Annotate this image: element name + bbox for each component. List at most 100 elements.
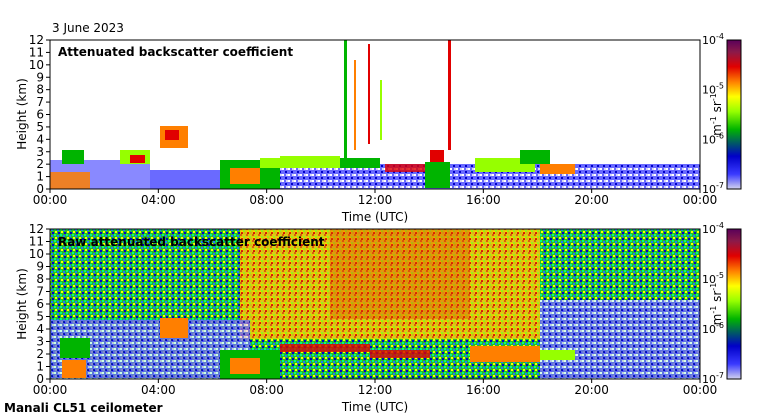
unit-second-exp: -1 [709,93,718,101]
x-tick-label: 12:00 [358,193,393,207]
y-tick-label: 0 [36,182,44,196]
unit-second: sr [710,101,724,116]
heatmap-cell [150,170,220,189]
y-tick-label: 9 [36,260,44,274]
colorbar-tick-exponent: -4 [716,32,724,41]
colorbar-tick-label: 10-7 [702,371,724,386]
y-tick-label: 2 [36,347,44,361]
unit-second-exp: -1 [709,283,718,291]
unit-second: sr [710,291,724,306]
rain-streak [448,40,451,150]
colorbar-tick-exponent: -7 [716,181,724,190]
heatmap-cell [520,150,550,164]
heatmap-cell [540,164,575,174]
unit-main: m [710,124,724,136]
heatmap-layer [50,229,700,379]
colorbar-tick-label: 10-4 [702,32,724,47]
date-label: 3 June 2023 [52,21,124,35]
y-axis-label: Height (km) [15,78,29,149]
heatmap-cell [260,158,280,168]
rain-streak [344,40,347,160]
heatmap-cell [62,150,84,164]
colorbar-gradient [726,228,742,380]
x-tick-label: 16:00 [466,383,501,397]
heatmap-cell [280,344,370,352]
x-tick-label: 00:00 [33,383,68,397]
heatmap-cell [370,350,430,358]
y-tick-label: 7 [36,95,44,109]
heatmap-cell [340,158,380,168]
y-tick-label: 12 [29,222,44,236]
x-axis-label: Time (UTC) [341,400,408,414]
colorbar-tick-exponent: -6 [716,131,724,140]
heatmap-cell [220,164,700,189]
colorbar-tick-exponent: -5 [716,82,724,91]
heatmap-cell [230,358,260,374]
panel-title: Raw attenuated backscatter coefficient [58,235,325,249]
heatmap-cell [385,164,435,172]
x-tick-label: 00:00 [683,193,718,207]
y-tick-label: 1 [36,360,44,374]
y-axis-label: Height (km) [15,268,29,339]
x-tick-label: 00:00 [683,383,718,397]
y-tick-label: 4 [36,132,44,146]
y-tick-label: 4 [36,322,44,336]
y-tick-label: 8 [36,83,44,97]
heatmap-cell [50,172,90,189]
heatmap-cell [425,162,450,188]
y-tick-label: 2 [36,157,44,171]
x-axis: 00:00 04:00 08:00 12:00 16:00 20:00 00:00 [33,189,718,207]
y-tick-label: 11 [29,235,44,249]
colorbar: 10-710-610-510-4m-1 sr-1 [702,32,742,196]
heatmap-cell [430,150,444,162]
x-tick-label: 00:00 [33,193,68,207]
y-tick-label: 6 [36,108,44,122]
unit-main-exp: -1 [709,306,718,314]
heatmap-cell [130,155,145,163]
y-tick-label: 5 [36,120,44,134]
panel-raw-attenuated-backscatter: Raw attenuated backscatter coefficient 0… [15,221,742,414]
y-tick-label: 3 [36,335,44,349]
heatmap-cell [280,156,340,168]
heatmap-cell [540,350,575,360]
y-tick-label: 5 [36,310,44,324]
x-tick-label: 16:00 [466,193,501,207]
colorbar-tick-label: 10-4 [702,221,724,236]
x-tick-label: 08:00 [249,193,284,207]
heatmap-cell [230,168,260,184]
colorbar-tick-exponent: -7 [716,371,724,380]
rain-streak [354,60,356,150]
heatmap-layer [50,126,700,189]
x-tick-label: 04:00 [141,383,176,397]
y-tick-label: 10 [29,247,44,261]
colorbar-tick-label: 10-7 [702,181,724,196]
colorbar-tick-exponent: -4 [716,221,724,230]
colorbar: 10-710-610-510-4m-1 sr-1 [702,221,742,386]
y-tick-label: 10 [29,58,44,72]
panel-title: Attenuated backscatter coefficient [58,45,293,59]
colorbar-unit-label: m-1 sr-1 [709,93,724,136]
y-tick-label: 1 [36,170,44,184]
y-tick-label: 3 [36,145,44,159]
y-tick-label: 6 [36,297,44,311]
colorbar-unit-label: m-1 sr-1 [709,283,724,326]
unit-main-exp: -1 [709,116,718,124]
y-tick-label: 8 [36,272,44,286]
x-tick-label: 12:00 [358,383,393,397]
rain-streaks [344,40,451,160]
rain-streak [380,80,382,140]
x-tick-label: 20:00 [574,383,609,397]
heatmap-cell [540,300,700,379]
y-tick-label: 11 [29,45,44,59]
heatmap-cell [470,346,540,362]
x-axis-label: Time (UTC) [341,210,408,224]
heatmap-cell [62,360,86,378]
heatmap-cell [165,130,179,140]
panel-attenuated-backscatter: Attenuated backscatter coefficient 01234… [15,32,742,224]
instrument-label: Manali CL51 ceilometer [4,401,163,415]
unit-main: m [710,314,724,326]
y-tick-label: 12 [29,33,44,47]
